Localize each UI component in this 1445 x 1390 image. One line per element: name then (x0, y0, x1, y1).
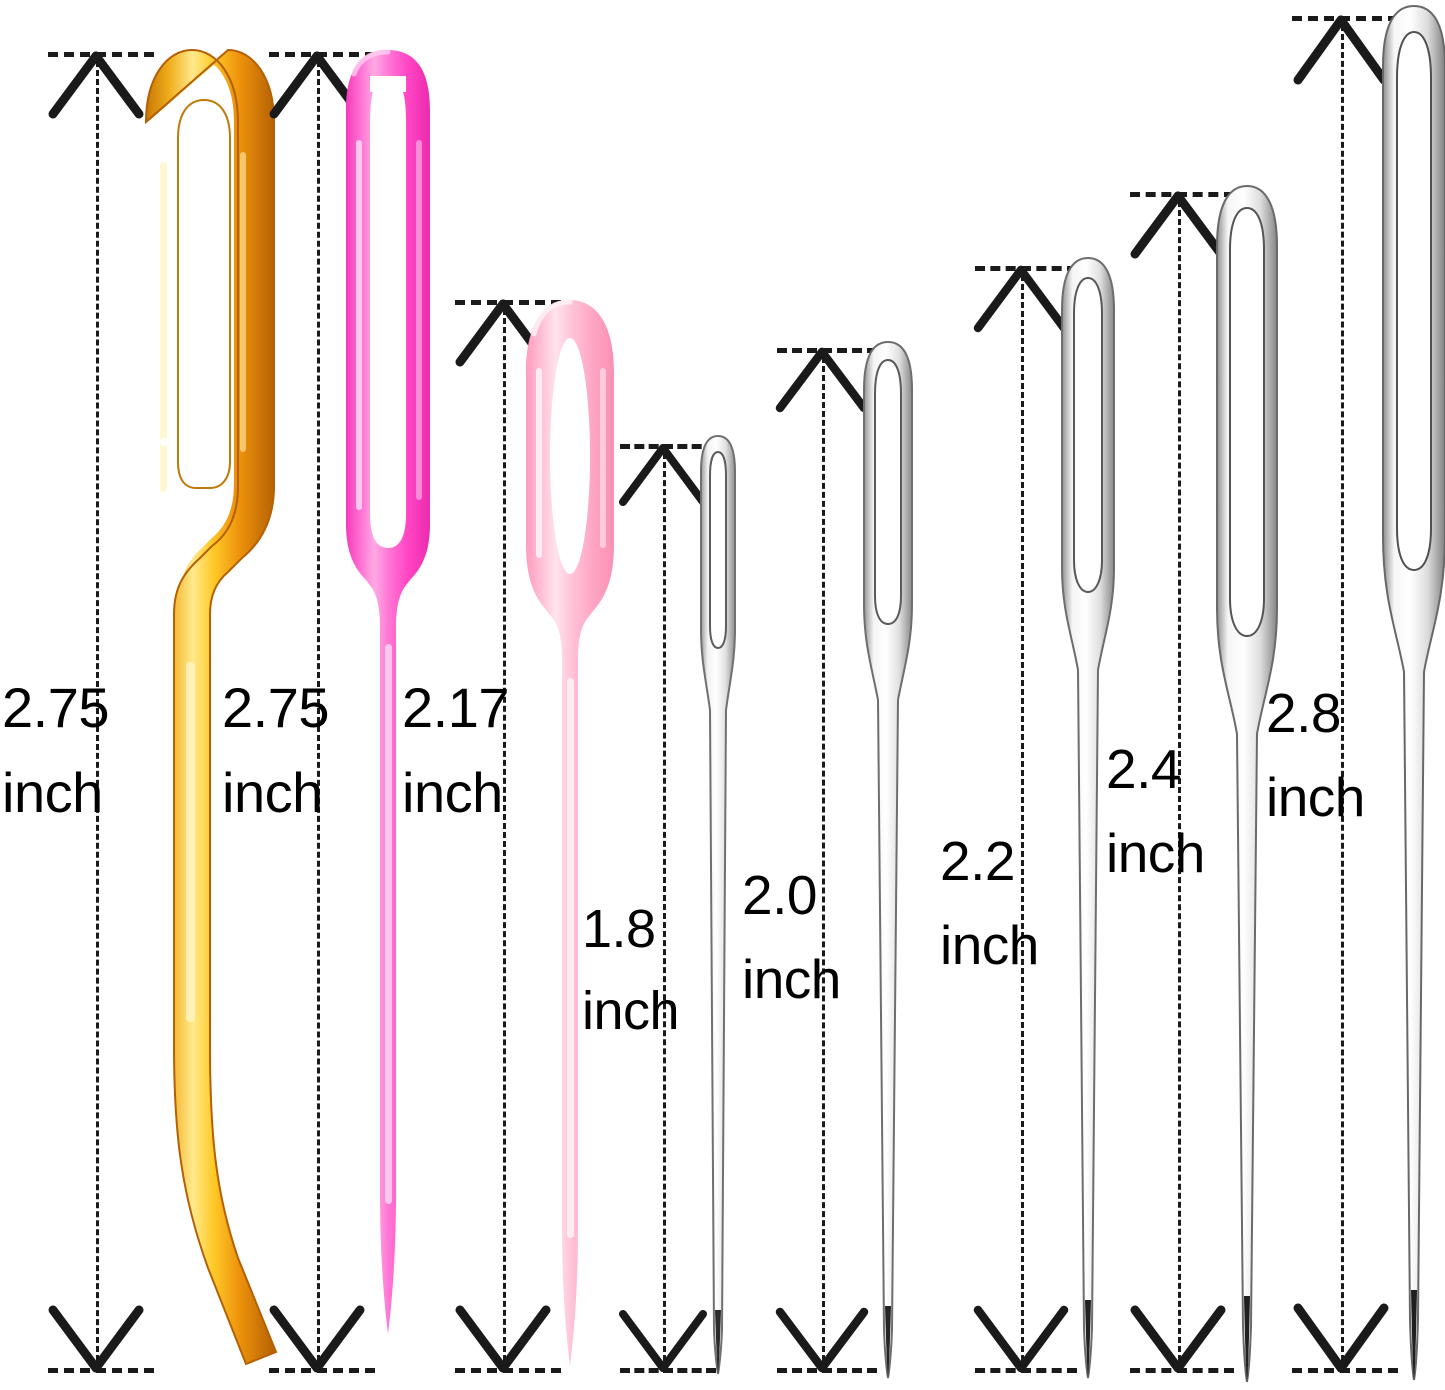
dimension-label-2.75-gold: 2.75 inch (2, 665, 110, 835)
dimension-bottom-cap (1130, 1368, 1234, 1373)
dimension-label-2.8-steel: 2.8 inch (1266, 672, 1365, 839)
dimension-vline (317, 52, 320, 1370)
dimension-vline (96, 52, 99, 1370)
needle-pink-plastic-2.17 (512, 288, 632, 1378)
dimension-unit: inch (1266, 765, 1365, 828)
dimension-unit: inch (742, 947, 841, 1010)
dimension-vline (503, 300, 506, 1370)
dimension-label-2.0-steel: 2.0 inch (742, 854, 841, 1021)
dimension-value: 2.17 (402, 676, 510, 739)
dimension-unit: inch (940, 913, 1039, 976)
dimension-bottom-cap (455, 1368, 561, 1373)
dimension-bottom-cap (777, 1368, 877, 1373)
dimension-value: 2.75 (2, 676, 110, 739)
dimension-top-cap (269, 52, 375, 57)
dimension-bottom-cap (620, 1368, 716, 1373)
dimension-value: 2.2 (940, 830, 1015, 892)
dimension-vline (663, 444, 666, 1370)
dimension-value: 2.75 (222, 676, 330, 739)
dimension-value: 1.8 (582, 899, 656, 959)
dimension-value: 2.0 (742, 864, 817, 926)
dimension-value: 2.4 (1106, 738, 1181, 800)
dimension-bottom-cap (48, 1368, 154, 1373)
needle-steel-2.2 (1054, 250, 1120, 1380)
dimension-label-2.17-pink: 2.17 inch (402, 665, 510, 835)
dimension-unit: inch (222, 761, 323, 825)
needle-magenta-plastic-2.75 (330, 44, 460, 1374)
dimension-vline (1178, 192, 1181, 1370)
needle-steel-2.4 (1208, 178, 1286, 1384)
dimension-label-2.2-steel: 2.2 inch (940, 820, 1039, 987)
needle-steel-2.0 (856, 334, 920, 1380)
needle-gold-bent-2.75 (116, 42, 306, 1382)
dimension-bottom-cap (975, 1368, 1077, 1373)
dimension-top-cap (455, 300, 561, 305)
dimension-unit: inch (402, 761, 503, 825)
needle-steel-1.8 (694, 430, 742, 1380)
dimension-bottom-cap (1292, 1368, 1398, 1373)
dimension-unit: inch (2, 761, 103, 825)
dimension-value: 2.8 (1266, 682, 1341, 744)
dimension-top-cap (975, 266, 1077, 271)
dimension-top-cap (620, 444, 716, 449)
dimension-label-1.8-steel: 1.8 inch (582, 888, 680, 1052)
dimension-label-2.75-magenta: 2.75 inch (222, 665, 330, 835)
dimension-label-2.4-steel: 2.4 inch (1106, 728, 1205, 895)
dimension-top-cap (777, 348, 877, 353)
dimension-vline (822, 348, 825, 1370)
dimension-bottom-cap (269, 1368, 375, 1373)
dimension-vline (1021, 266, 1024, 1370)
needle-steel-2.8 (1374, 0, 1445, 1382)
dimension-unit: inch (582, 981, 680, 1042)
dimension-top-cap (48, 52, 154, 57)
dimension-unit: inch (1106, 821, 1205, 884)
dimension-vline (1341, 16, 1344, 1370)
